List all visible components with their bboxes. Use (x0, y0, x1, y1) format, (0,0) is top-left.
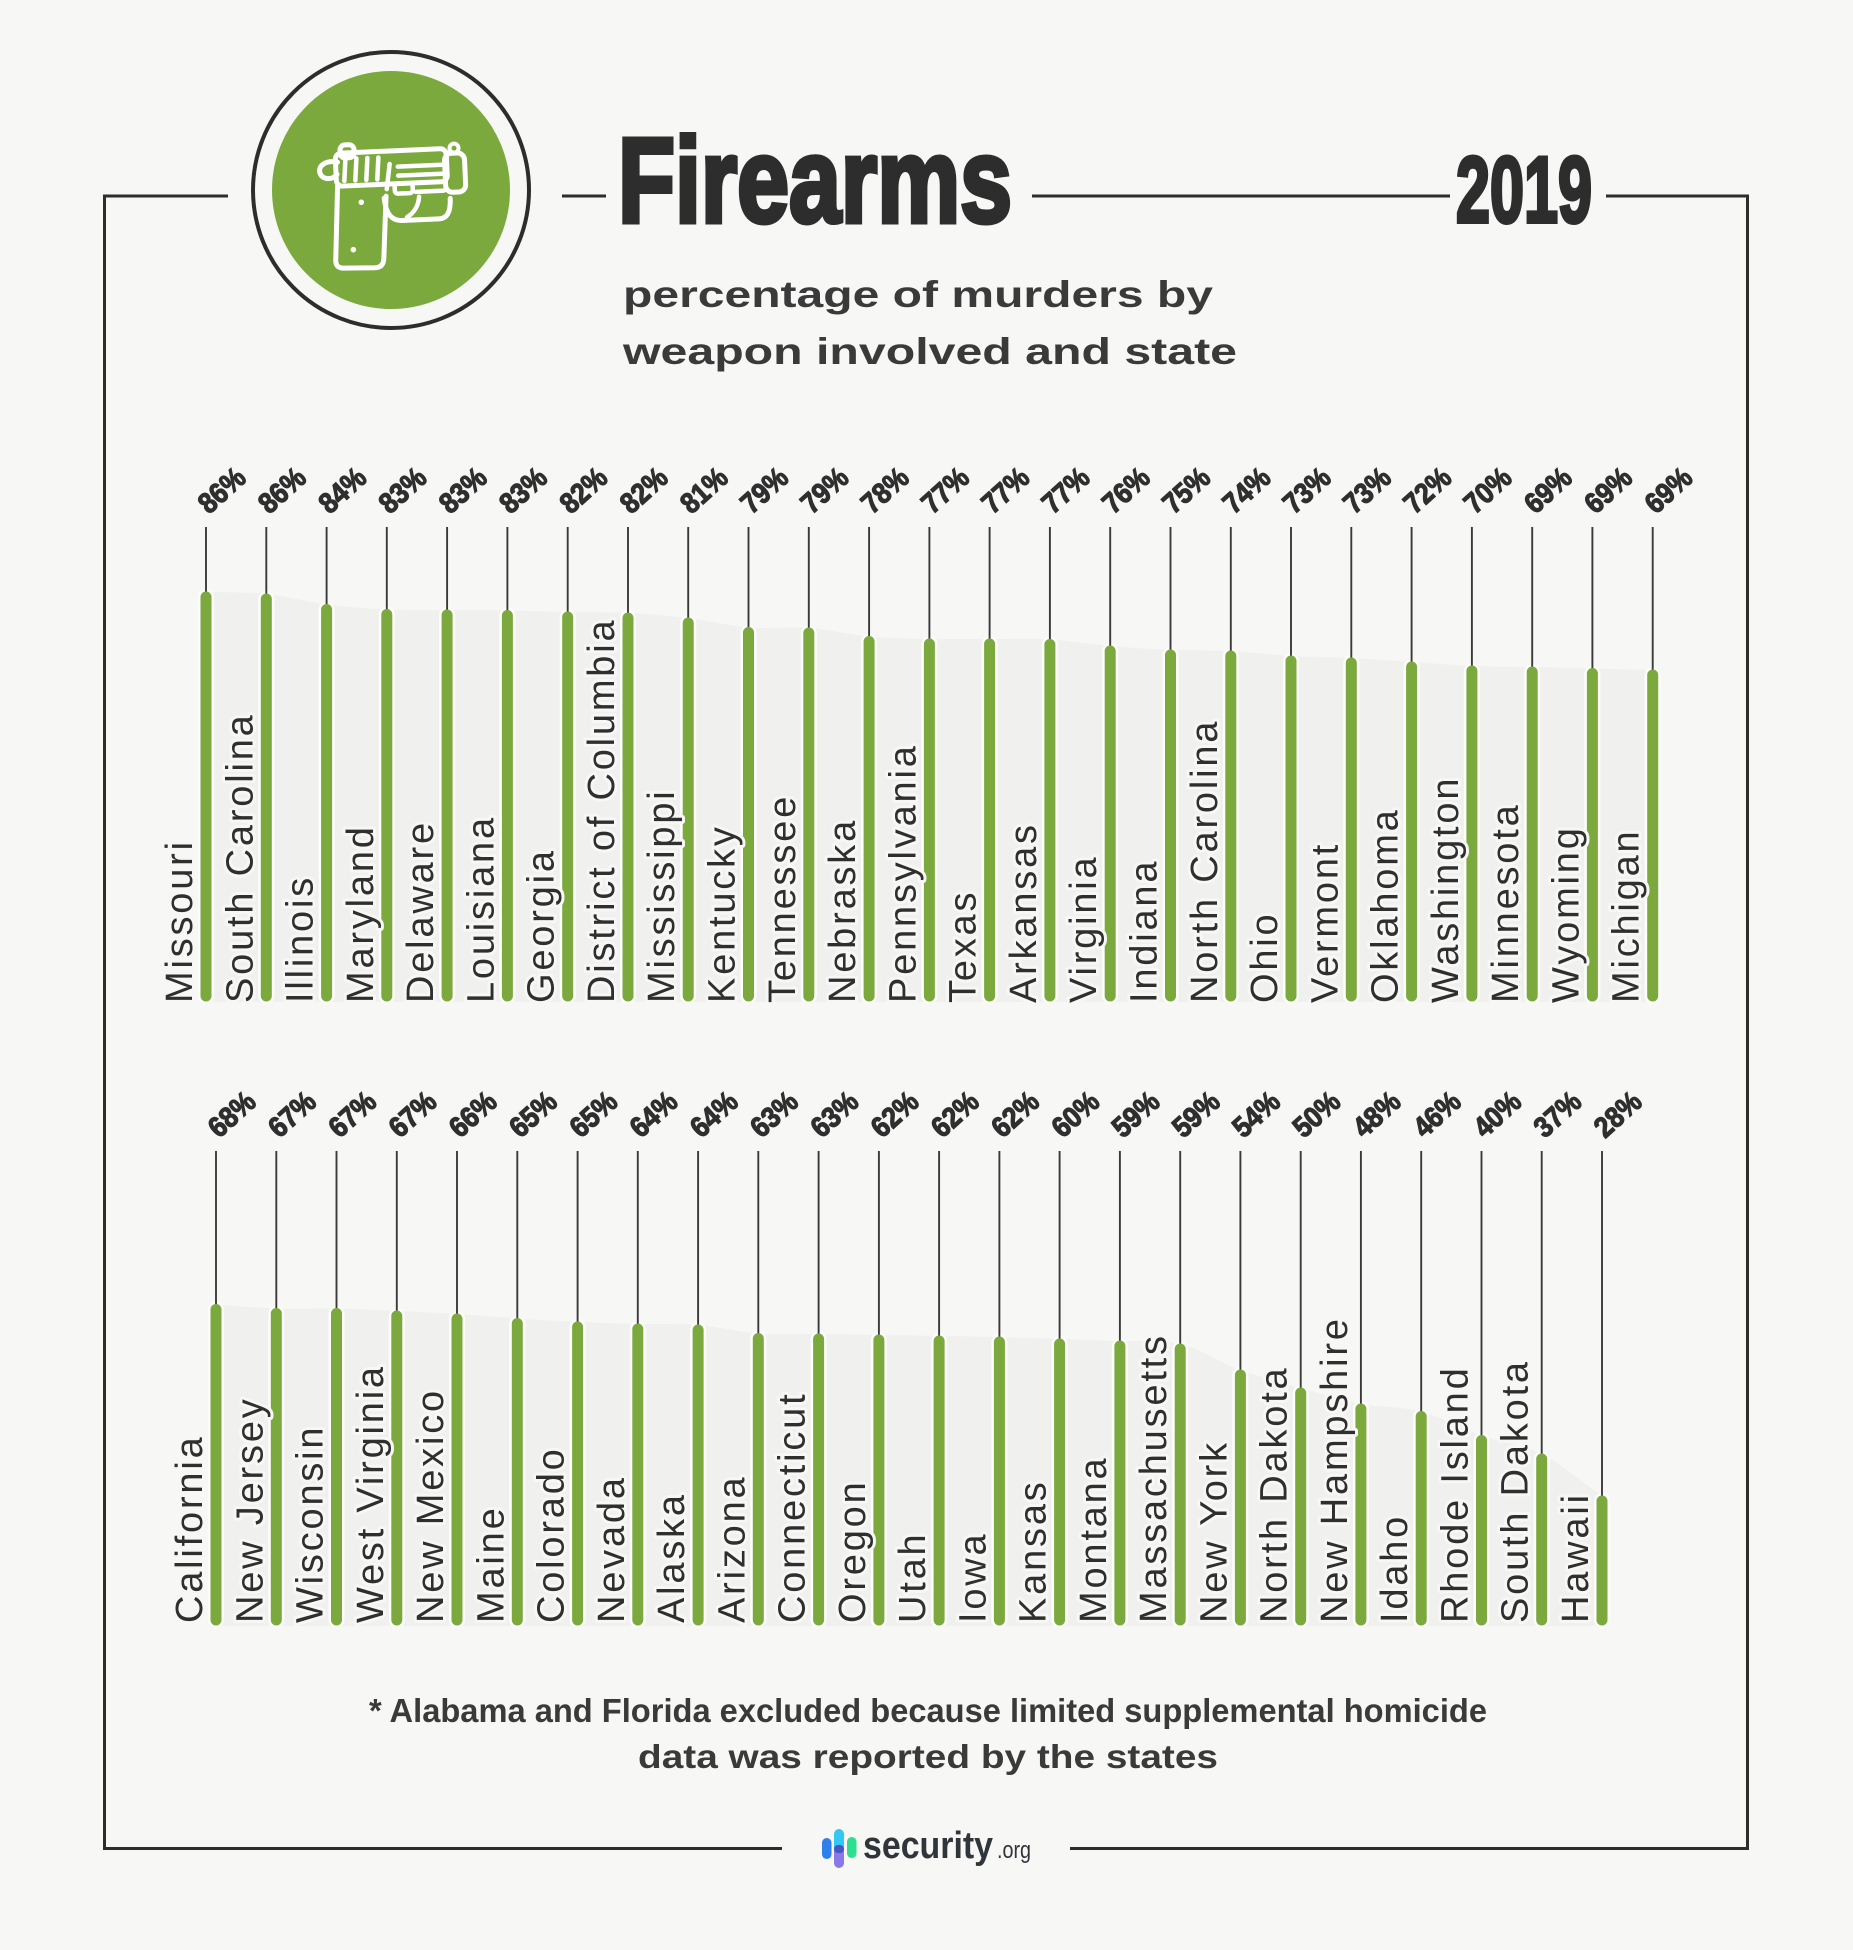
svg-text:Arkansas: Arkansas (1003, 822, 1045, 1003)
svg-text:Vermont: Vermont (1304, 842, 1346, 1003)
svg-text:Virginia: Virginia (1063, 855, 1105, 1003)
svg-text:security: security (863, 1825, 993, 1867)
svg-text:Montana: Montana (1073, 1456, 1115, 1623)
svg-text:Pennsylvania: Pennsylvania (882, 743, 924, 1003)
svg-text:Delaware: Delaware (400, 820, 442, 1003)
svg-text:Connecticut: Connecticut (772, 1392, 814, 1623)
svg-text:New Mexico: New Mexico (410, 1388, 452, 1623)
svg-text:Maine: Maine (470, 1506, 512, 1624)
svg-text:Washington: Washington (1425, 776, 1467, 1003)
svg-text:Arizona: Arizona (711, 1475, 753, 1623)
svg-text:data was reported by the state: data was reported by the states (638, 1738, 1218, 1775)
svg-text:Texas: Texas (943, 890, 985, 1003)
svg-text:weapon involved and state: weapon involved and state (622, 331, 1237, 372)
svg-text:Iowa: Iowa (952, 1532, 994, 1623)
svg-text:New Jersey: New Jersey (229, 1397, 271, 1624)
svg-text:Tennessee: Tennessee (762, 794, 804, 1003)
svg-text:New Hampshire: New Hampshire (1314, 1316, 1356, 1623)
svg-text:Oklahoma: Oklahoma (1365, 807, 1407, 1003)
svg-text:Ohio: Ohio (1244, 912, 1286, 1003)
svg-text:Georgia: Georgia (521, 848, 563, 1003)
svg-text:Maryland: Maryland (340, 824, 382, 1003)
svg-text:Idaho: Idaho (1374, 1514, 1416, 1623)
svg-text:2019: 2019 (1456, 137, 1592, 242)
svg-text:Alaska: Alaska (651, 1492, 693, 1623)
svg-text:Nevada: Nevada (591, 1475, 633, 1623)
svg-text:Louisiana: Louisiana (460, 815, 502, 1003)
svg-text:Kansas: Kansas (1013, 1479, 1055, 1623)
svg-text:New York: New York (1193, 1440, 1235, 1623)
svg-text:Missouri: Missouri (159, 839, 201, 1003)
svg-text:Indiana: Indiana (1124, 859, 1166, 1003)
svg-text:Nebraska: Nebraska (822, 818, 864, 1003)
svg-text:West Virginia: West Virginia (350, 1364, 392, 1623)
svg-text:South Carolina: South Carolina (219, 712, 261, 1003)
svg-text:Mississippi: Mississippi (641, 789, 683, 1004)
svg-text:North Dakota: North Dakota (1254, 1366, 1296, 1623)
svg-text:Michigan: Michigan (1606, 829, 1648, 1003)
svg-text:Kentucky: Kentucky (702, 824, 744, 1003)
svg-text:Utah: Utah (892, 1532, 934, 1623)
svg-text:South Dakota: South Dakota (1495, 1359, 1537, 1623)
svg-text:percentage of murders by: percentage of murders by (623, 274, 1214, 315)
svg-text:Wisconsin: Wisconsin (290, 1425, 332, 1623)
svg-text:Rhode Island: Rhode Island (1435, 1365, 1477, 1623)
svg-text:Firearms: Firearms (618, 112, 1012, 248)
svg-text:District of Columbia: District of Columbia (581, 618, 623, 1003)
svg-text:Hawaii: Hawaii (1555, 1492, 1597, 1623)
svg-text:California: California (169, 1434, 211, 1623)
svg-text:* Alabama and Florida excluded: * Alabama and Florida excluded because l… (369, 1692, 1487, 1729)
svg-text:Wyoming: Wyoming (1545, 825, 1587, 1003)
svg-text:Colorado: Colorado (531, 1446, 573, 1623)
svg-text:Minnesota: Minnesota (1485, 802, 1527, 1003)
svg-text:Oregon: Oregon (832, 1479, 874, 1623)
svg-text:North Carolina: North Carolina (1184, 719, 1226, 1003)
svg-text:Massachusetts: Massachusetts (1133, 1333, 1175, 1623)
svg-text:Illinois: Illinois (280, 875, 322, 1003)
svg-text:.org: .org (997, 1837, 1031, 1864)
